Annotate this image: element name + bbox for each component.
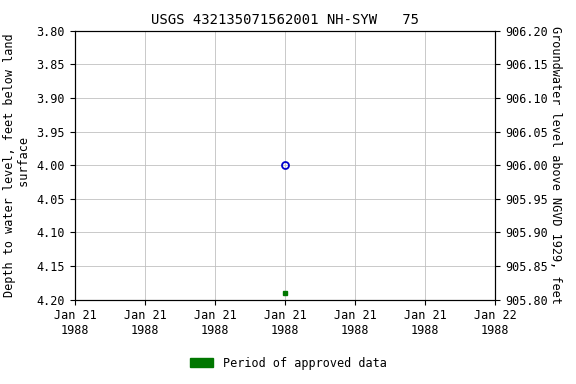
Y-axis label: Depth to water level, feet below land
 surface: Depth to water level, feet below land su… — [3, 33, 31, 297]
Y-axis label: Groundwater level above NGVD 1929, feet: Groundwater level above NGVD 1929, feet — [549, 26, 562, 304]
Title: USGS 432135071562001 NH-SYW   75: USGS 432135071562001 NH-SYW 75 — [151, 13, 419, 27]
Legend: Period of approved data: Period of approved data — [185, 352, 391, 374]
